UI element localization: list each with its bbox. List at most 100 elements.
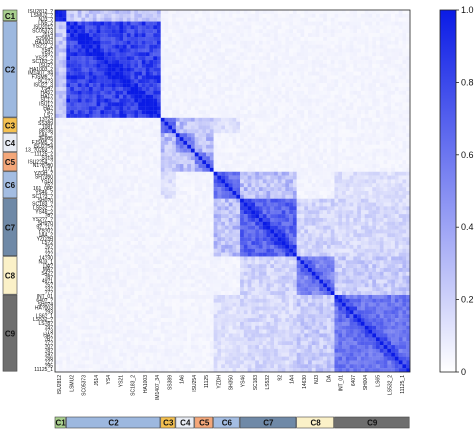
heatmap-cell xyxy=(342,194,346,199)
row-label: LS? xyxy=(44,113,53,119)
heatmap-cell xyxy=(364,60,369,65)
heatmap-cell xyxy=(274,94,278,99)
heatmap-cell xyxy=(130,117,135,122)
heatmap-cell xyxy=(258,117,263,122)
heatmap-cell xyxy=(379,194,384,199)
heatmap-cell xyxy=(349,10,354,14)
heatmap-cell xyxy=(232,63,237,68)
heatmap-cell xyxy=(85,106,90,111)
heatmap-cell xyxy=(345,113,350,118)
heatmap-cell xyxy=(236,102,241,107)
heatmap-cell xyxy=(194,137,199,142)
heatmap-cell xyxy=(190,187,195,192)
heatmap-cell xyxy=(213,36,218,41)
heatmap-cell xyxy=(281,164,286,169)
row-label: SS389 xyxy=(38,121,53,127)
heatmap-cell xyxy=(281,167,286,172)
heatmap-cell xyxy=(357,121,362,126)
heatmap-cell xyxy=(138,10,143,14)
heatmap-cell xyxy=(247,106,252,111)
heatmap-cell xyxy=(221,48,226,53)
heatmap-cell xyxy=(285,71,290,76)
heatmap-cell xyxy=(398,94,403,99)
heatmap-cell xyxy=(300,129,305,134)
heatmap-cell xyxy=(311,144,316,149)
heatmap-cell xyxy=(100,98,105,103)
heatmap-cell xyxy=(194,110,199,115)
heatmap-cell xyxy=(243,33,248,38)
heatmap-cell xyxy=(115,148,120,153)
heatmap-cell xyxy=(270,194,275,199)
heatmap-cell xyxy=(270,17,275,22)
heatmap-cell xyxy=(255,144,260,149)
heatmap-cell xyxy=(330,17,335,22)
heatmap-cell xyxy=(66,191,71,195)
heatmap-cell xyxy=(81,106,86,111)
heatmap-cell xyxy=(296,13,301,18)
heatmap-cell xyxy=(70,17,75,22)
heatmap-cell xyxy=(349,102,354,107)
heatmap-cell xyxy=(255,110,260,115)
heatmap-cell xyxy=(255,164,260,169)
heatmap-cell xyxy=(308,110,312,115)
heatmap-cell xyxy=(228,106,233,111)
heatmap-cell xyxy=(66,63,71,68)
heatmap-cell xyxy=(255,63,260,68)
heatmap-cell xyxy=(164,71,169,76)
heatmap-cell xyxy=(406,102,411,107)
heatmap-cell xyxy=(292,140,297,145)
heatmap-cell xyxy=(319,102,324,107)
heatmap-cell xyxy=(104,191,109,195)
heatmap-cell xyxy=(138,79,143,84)
heatmap-cell xyxy=(281,10,286,14)
heatmap-cell xyxy=(394,75,399,80)
heatmap-cell xyxy=(138,13,143,18)
heatmap-cell xyxy=(119,129,124,134)
heatmap-cell xyxy=(292,129,297,134)
row-label: N1?8?60 xyxy=(33,163,54,169)
heatmap-cell xyxy=(194,98,199,103)
heatmap-cell xyxy=(274,206,278,211)
heatmap-cell xyxy=(379,36,384,41)
heatmap-cell xyxy=(81,117,86,122)
heatmap-cell xyxy=(300,194,305,199)
heatmap-cell xyxy=(224,52,229,57)
heatmap-cell xyxy=(240,164,244,169)
heatmap-cell xyxy=(232,79,237,84)
heatmap-cell xyxy=(198,110,203,115)
heatmap-cell xyxy=(368,117,373,122)
heatmap-cell xyxy=(119,113,124,118)
heatmap-cell xyxy=(364,21,369,26)
heatmap-cell xyxy=(198,113,203,118)
heatmap-cell xyxy=(62,171,67,176)
heatmap-cell xyxy=(285,44,290,49)
heatmap-cell xyxy=(213,191,218,195)
heatmap-cell xyxy=(345,202,350,207)
heatmap-cell xyxy=(183,94,188,99)
heatmap-cell xyxy=(277,137,282,142)
heatmap-cell xyxy=(66,29,71,34)
heatmap-cell xyxy=(281,194,286,199)
heatmap-cell xyxy=(285,48,290,53)
heatmap-cell xyxy=(353,106,358,111)
heatmap-cell xyxy=(187,67,192,72)
heatmap-cell xyxy=(213,198,218,203)
heatmap-cell xyxy=(406,71,411,76)
heatmap-cell xyxy=(175,33,180,38)
heatmap-cell xyxy=(330,21,335,26)
heatmap-cell xyxy=(138,75,143,80)
heatmap-cell xyxy=(281,152,286,157)
heatmap-cell xyxy=(213,94,218,99)
heatmap-cell xyxy=(70,167,75,172)
heatmap-cell xyxy=(372,48,377,53)
heatmap-cell xyxy=(357,56,362,61)
heatmap-cell xyxy=(198,98,203,103)
heatmap-cell xyxy=(304,13,309,18)
heatmap-cell xyxy=(202,60,207,65)
row-label: ?2? xyxy=(45,360,54,366)
heatmap-cell xyxy=(398,71,403,76)
heatmap-cell xyxy=(243,75,248,80)
heatmap-cell xyxy=(266,75,271,80)
heatmap-cell xyxy=(334,17,339,22)
heatmap-cell xyxy=(236,194,241,199)
